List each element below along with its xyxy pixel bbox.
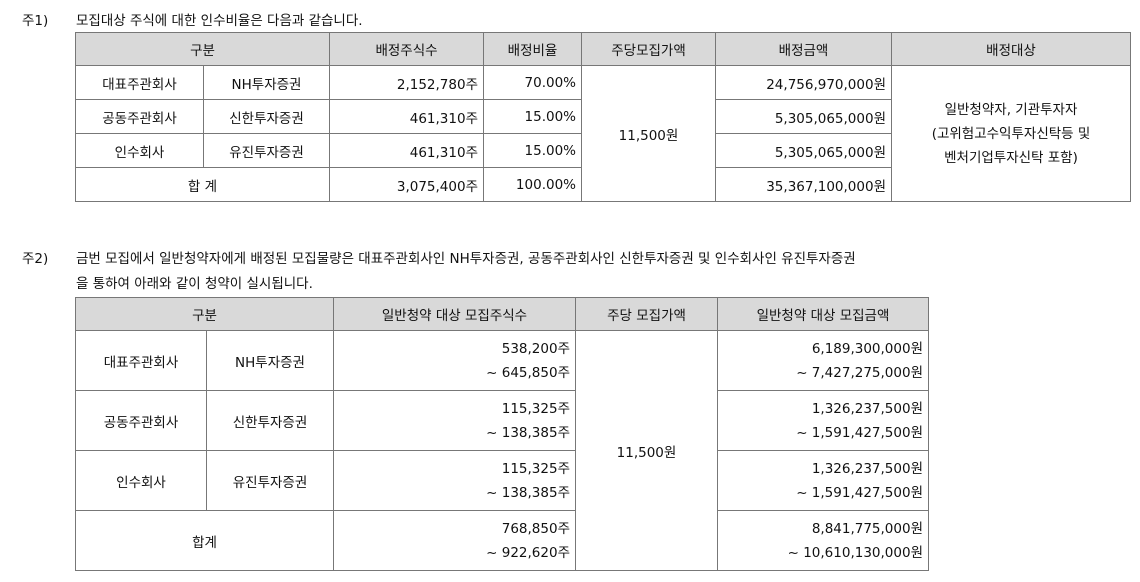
table1-target: 일반청약자, 기관투자자 (고위험고수익투자신탁등 및 벤처기업투자신탁 포함) (891, 65, 1131, 202)
table1-header-price: 주당모집가액 (581, 32, 716, 66)
table1-header-amount: 배정금액 (715, 32, 892, 66)
table2-amount-min: 1,326,237,500원 (811, 460, 923, 477)
table-row: 공동주관회사 신한투자증권 461,310주 15.00% 5,305,065,… (75, 99, 1131, 134)
table2-amount: 1,326,237,500원 ~ 1,591,427,500원 (717, 450, 929, 511)
note-1-label: 주1) (22, 13, 49, 29)
table2-shares-min: 115,325주 (501, 400, 570, 417)
table1-ratio: 70.00% (483, 65, 582, 100)
table2-company: NH투자증권 (206, 330, 334, 391)
table-row: 공동주관회사 신한투자증권 115,325주 ~ 138,385주 1,326,… (75, 390, 929, 451)
table2-total-amount-min: 8,841,775,000원 (811, 520, 923, 537)
table2-total-shares: 768,850주 ~ 922,620주 (333, 510, 576, 571)
table2-total-amount-max: ~ 10,610,130,000원 (787, 544, 923, 561)
table1-total-label: 합 계 (75, 167, 330, 202)
table1-header-row: 구분 배정주식수 배정비율 주당모집가액 배정금액 배정대상 (75, 32, 1131, 66)
note-1: 주1) 모집대상 주식에 대한 인수비율은 다음과 같습니다. (22, 9, 1122, 29)
table2-amount-min: 1,326,237,500원 (811, 400, 923, 417)
table1-shares: 461,310주 (329, 133, 484, 168)
table2-amount: 6,189,300,000원 ~ 7,427,275,000원 (717, 330, 929, 391)
table1-role: 인수회사 (75, 133, 204, 168)
table2-shares: 115,325주 ~ 138,385주 (333, 450, 576, 511)
table2-role: 대표주관회사 (75, 330, 207, 391)
note-2-label: 주2) (22, 251, 49, 267)
table2-shares-min: 115,325주 (501, 460, 570, 477)
note-2-line1: 금번 모집에서 일반청약자에게 배정된 모집물량은 대표주관회사인 NH투자증권… (76, 251, 856, 267)
table2-shares-max: ~ 138,385주 (486, 484, 570, 501)
table1-company: 신한투자증권 (203, 99, 330, 134)
table1-ratio: 15.00% (483, 99, 582, 134)
table1-total-ratio: 100.00% (483, 167, 582, 202)
table1-header-target: 배정대상 (891, 32, 1131, 66)
table1-amount: 5,305,065,000원 (715, 99, 892, 134)
note-2: 주2) 금번 모집에서 일반청약자에게 배정된 모집물량은 대표주관회사인 NH… (22, 247, 1132, 292)
note-2-line2: 을 통하여 아래와 같이 청약이 실시됩니다. (76, 276, 313, 292)
table1-shares: 2,152,780주 (329, 65, 484, 100)
table2-total-row: 합계 768,850주 ~ 922,620주 8,841,775,000원 ~ … (75, 510, 929, 571)
note-1-text: 모집대상 주식에 대한 인수비율은 다음과 같습니다. (76, 13, 363, 29)
allocation-table: 구분 배정주식수 배정비율 주당모집가액 배정금액 배정대상 대표주관회사 NH… (75, 32, 1131, 202)
table2-header-shares: 일반청약 대상 모집주식수 (333, 297, 576, 331)
table2-total-amount: 8,841,775,000원 ~ 10,610,130,000원 (717, 510, 929, 571)
table1-amount: 24,756,970,000원 (715, 65, 892, 100)
table2-role: 공동주관회사 (75, 390, 207, 451)
subscription-table: 구분 일반청약 대상 모집주식수 주당 모집가액 일반청약 대상 모집금액 대표… (75, 297, 929, 571)
table1-target-line: 일반청약자, 기관투자자 (944, 101, 1078, 118)
table2-amount-max: ~ 1,591,427,500원 (796, 424, 923, 441)
table2-total-label: 합계 (75, 510, 334, 571)
table1-amount: 5,305,065,000원 (715, 133, 892, 168)
table1-price: 11,500원 (581, 65, 716, 202)
table1-target-line: 벤처기업투자신탁 포함) (944, 149, 1078, 166)
table2-amount: 1,326,237,500원 ~ 1,591,427,500원 (717, 390, 929, 451)
table-row: 대표주관회사 NH투자증권 2,152,780주 70.00% 11,500원 … (75, 65, 1131, 202)
table2-company: 신한투자증권 (206, 390, 334, 451)
table2-amount-max: ~ 1,591,427,500원 (796, 484, 923, 501)
table1-target-line: (고위험고수익투자신탁등 및 (931, 125, 1091, 142)
table2-shares-max: ~ 138,385주 (486, 424, 570, 441)
table2-total-shares-min: 768,850주 (501, 520, 570, 537)
table1-header-shares: 배정주식수 (329, 32, 484, 66)
table1-company: 유진투자증권 (203, 133, 330, 168)
table1-total-row: 합 계 3,075,400주 100.00% 35,367,100,000원 (75, 167, 1131, 202)
table1-total-amount: 35,367,100,000원 (715, 167, 892, 202)
table2-header-price: 주당 모집가액 (575, 297, 718, 331)
table2-shares-min: 538,200주 (501, 340, 570, 357)
table1-header-category: 구분 (75, 32, 330, 66)
table1-ratio: 15.00% (483, 133, 582, 168)
table1-company: NH투자증권 (203, 65, 330, 100)
table2-total-shares-max: ~ 922,620주 (486, 544, 570, 561)
table2-shares-max: ~ 645,850주 (486, 364, 570, 381)
table-row: 대표주관회사 NH투자증권 538,200주 ~ 645,850주 11,500… (75, 330, 929, 571)
table1-shares: 461,310주 (329, 99, 484, 134)
table1-role: 대표주관회사 (75, 65, 204, 100)
table2-role: 인수회사 (75, 450, 207, 511)
table2-header-category: 구분 (75, 297, 334, 331)
table-row: 인수회사 유진투자증권 115,325주 ~ 138,385주 1,326,23… (75, 450, 929, 511)
table-row: 인수회사 유진투자증권 461,310주 15.00% 5,305,065,00… (75, 133, 1131, 168)
table2-amount-min: 6,189,300,000원 (811, 340, 923, 357)
table1-total-shares: 3,075,400주 (329, 167, 484, 202)
table1-role: 공동주관회사 (75, 99, 204, 134)
table2-amount-max: ~ 7,427,275,000원 (796, 364, 923, 381)
table2-header-row: 구분 일반청약 대상 모집주식수 주당 모집가액 일반청약 대상 모집금액 (75, 297, 929, 331)
table2-company: 유진투자증권 (206, 450, 334, 511)
table2-header-amount: 일반청약 대상 모집금액 (717, 297, 929, 331)
table2-shares: 115,325주 ~ 138,385주 (333, 390, 576, 451)
table2-shares: 538,200주 ~ 645,850주 (333, 330, 576, 391)
table1-header-ratio: 배정비율 (483, 32, 582, 66)
table2-price: 11,500원 (575, 330, 718, 571)
